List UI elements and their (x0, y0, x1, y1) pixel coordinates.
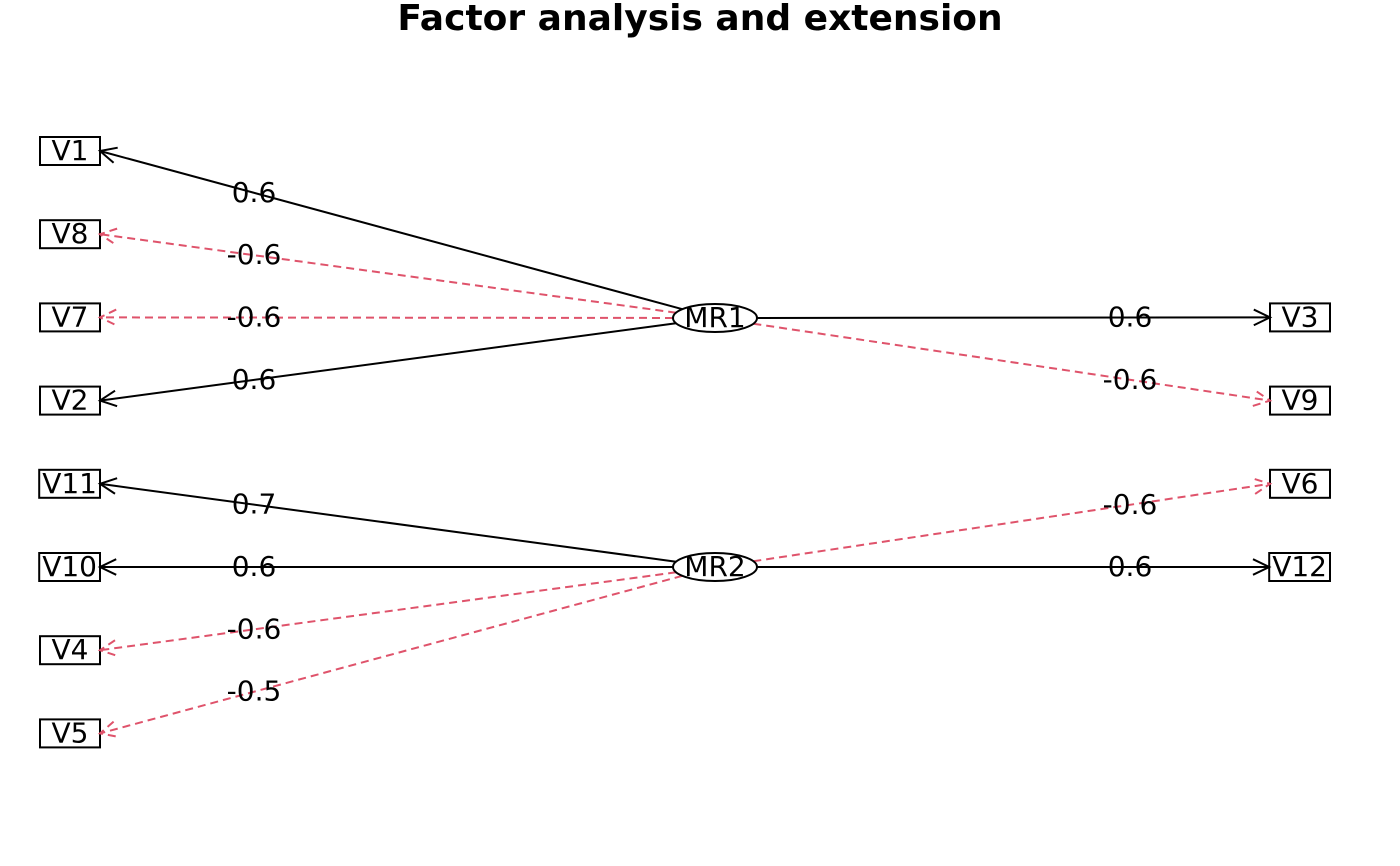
node-label: V3 (1282, 300, 1319, 333)
arrowhead (97, 146, 118, 164)
edge-label: -0.6 (227, 612, 282, 645)
node-label: V5 (52, 716, 89, 749)
node-label: V2 (52, 384, 89, 417)
arrowhead (97, 720, 118, 738)
arrowhead (97, 389, 118, 408)
edge (99, 233, 677, 314)
node-label: V1 (52, 134, 89, 167)
node-label: V8 (52, 217, 89, 250)
edge (99, 482, 677, 563)
arrowhead (1252, 477, 1273, 495)
factor-label: MR2 (684, 550, 745, 583)
edge (753, 482, 1271, 563)
edge-label: -0.6 (1103, 363, 1158, 396)
arrowhead (97, 639, 118, 657)
node-label: V10 (42, 550, 97, 583)
arrowhead (97, 227, 118, 245)
edge-label: -0.5 (227, 675, 282, 708)
edge (753, 322, 1271, 402)
edge (99, 571, 677, 652)
edge-label: -0.6 (227, 301, 282, 334)
arrowhead (97, 477, 118, 495)
arrowhead (97, 308, 117, 327)
edge-label: 0.6 (232, 550, 277, 583)
edge (99, 150, 683, 311)
node-label: V7 (52, 300, 89, 333)
edge (756, 316, 1271, 319)
edge-label: 0.6 (232, 176, 277, 209)
node-label: V12 (1272, 550, 1327, 583)
diagram-title: Factor analysis and extension (397, 0, 1002, 39)
node-label: V9 (1282, 384, 1319, 417)
edge (99, 316, 674, 319)
factor-node (672, 552, 758, 582)
node-label: V4 (52, 633, 89, 666)
edge (99, 574, 683, 735)
edge-label: 0.6 (232, 363, 277, 396)
node-label: V11 (42, 467, 97, 500)
factor-label: MR1 (684, 301, 745, 334)
edge-label: -0.6 (1103, 488, 1158, 521)
arrowhead (1252, 389, 1273, 407)
node-label: V6 (1282, 467, 1319, 500)
arrowhead (1252, 558, 1272, 576)
edge-label: 0.7 (232, 488, 277, 521)
edge-label: 0.6 (1108, 550, 1153, 583)
factor-node (672, 303, 758, 333)
edge (99, 322, 677, 402)
arrowhead (97, 558, 117, 576)
edge-label: -0.6 (227, 238, 282, 271)
edge-label: 0.6 (1108, 301, 1153, 334)
arrowhead (1253, 308, 1273, 327)
